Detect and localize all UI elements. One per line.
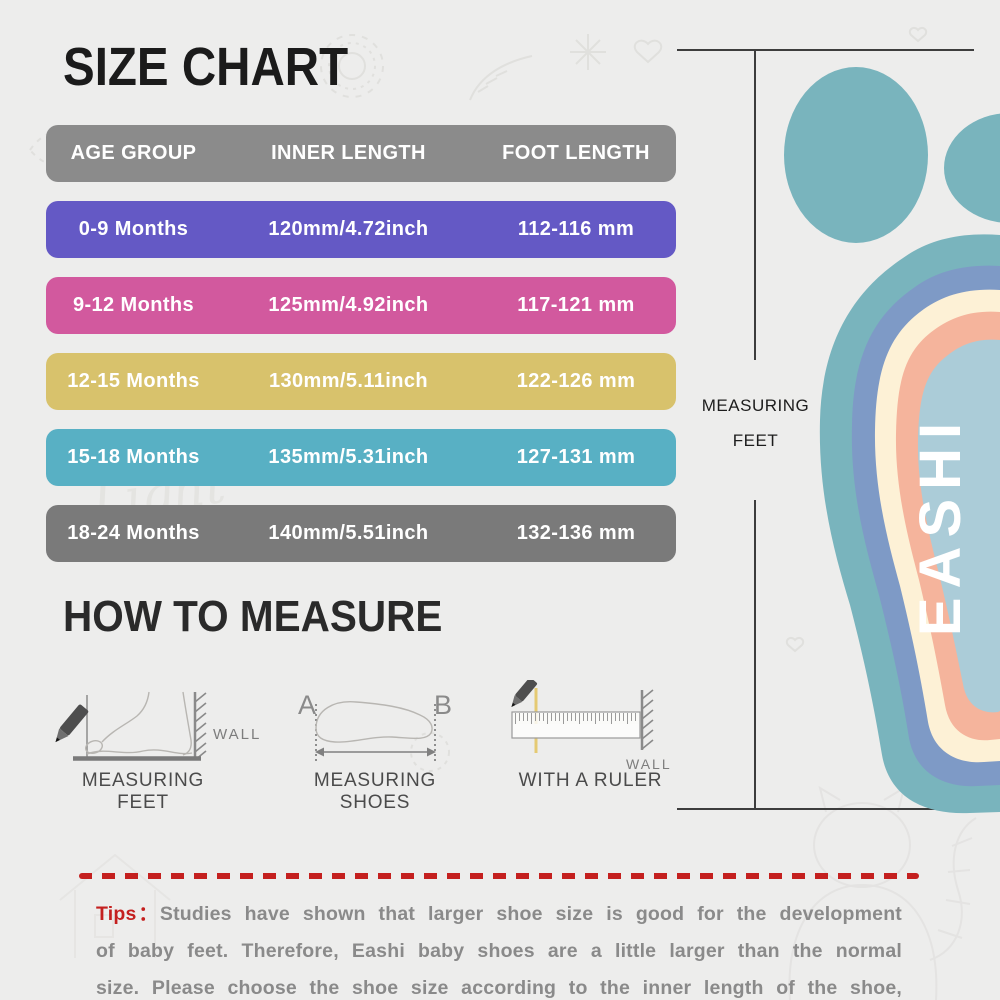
wall-hatch — [194, 692, 207, 761]
caption-line-2: FEET — [732, 431, 779, 450]
foot-layer-inner — [917, 339, 1000, 713]
foot-length-cell: 132-136 mm — [516, 522, 636, 544]
with-a-ruler-diagram: WALL — [511, 680, 672, 772]
with-a-ruler-label: WITH A RULER — [518, 770, 663, 791]
column-header-foot-length: FOOT LENGTH — [502, 142, 650, 164]
measuring-feet-label: MEASURING FEET — [81, 770, 205, 813]
how-to-measure-heading: HOW TO MEASURE — [63, 592, 443, 641]
foot-length-cell: 127-131 mm — [516, 446, 636, 468]
point-b-label: B — [434, 690, 452, 720]
age-cell: 12-15 Months — [67, 370, 200, 392]
column-header-inner-length: INNER LENGTH — [271, 142, 426, 164]
table-row: 18-24 Months 140mm/5.51inch 132-136 mm — [46, 505, 676, 562]
inner-length-cell: 120mm/4.72inch — [268, 218, 429, 240]
measure-line-bottom — [677, 808, 977, 810]
age-cell: 0-9 Months — [78, 218, 189, 240]
shoe-sole-icon — [315, 701, 433, 743]
wall-label: WALL — [626, 756, 672, 772]
measure-line-vertical-lower — [754, 500, 756, 809]
tips-paragraph: Tips：Studies have shown that larger shoe… — [96, 896, 902, 1000]
big-toe-circle — [784, 67, 928, 243]
length-arrow-icon — [315, 747, 436, 757]
red-dashed-divider — [79, 873, 919, 879]
table-row: 12-15 Months 130mm/5.11inch 122-126 mm — [46, 353, 676, 410]
ruler-face — [513, 724, 639, 737]
tips-label: Tips： — [96, 903, 160, 925]
inner-length-cell: 130mm/5.11inch — [268, 370, 429, 392]
table-header-row: AGE GROUP INNER LENGTH FOOT LENGTH — [46, 125, 676, 182]
measure-line-top — [677, 49, 974, 51]
foot-length-cell: 122-126 mm — [516, 370, 636, 392]
measuring-shoes-label: MEASURING SHOES — [313, 770, 437, 813]
foot-length-cell: 112-116 mm — [517, 218, 635, 240]
tips-text: Studies have shown that larger shoe size… — [96, 903, 903, 999]
age-cell: 15-18 Months — [67, 446, 200, 468]
measuring-feet-diagram: WALL — [55, 691, 261, 761]
measure-line-vertical-upper — [754, 50, 756, 360]
size-table: AGE GROUP INNER LENGTH FOOT LENGTH 0-9 M… — [46, 125, 676, 581]
brand-logo-text: EASHI — [908, 414, 973, 636]
table-row: 0-9 Months 120mm/4.72inch 112-116 mm — [46, 201, 676, 258]
inner-length-cell: 135mm/5.31inch — [268, 446, 429, 468]
inner-length-cell: 125mm/4.92inch — [268, 294, 429, 316]
second-toe-circle — [944, 113, 1000, 223]
caption-line-1: MEASURING — [701, 396, 810, 415]
pencil-icon — [55, 704, 89, 743]
age-cell: 18-24 Months — [67, 522, 200, 544]
column-header-age-group: AGE GROUP — [70, 142, 197, 164]
pencil-icon — [511, 680, 538, 707]
page-title: SIZE CHART — [63, 37, 349, 97]
measuring-shoes-diagram: A B — [298, 690, 452, 763]
foot-length-cell: 117-121 mm — [517, 294, 635, 316]
table-row: 15-18 Months 135mm/5.31inch 127-131 mm — [46, 429, 676, 486]
inner-length-cell: 140mm/5.51inch — [268, 522, 429, 544]
footprint-graphic: EASHI — [784, 67, 1000, 814]
point-a-label: A — [298, 690, 316, 720]
wall-hatch — [641, 689, 654, 750]
table-row: 9-12 Months 125mm/4.92inch 117-121 mm — [46, 277, 676, 334]
age-cell: 9-12 Months — [72, 294, 195, 316]
measuring-feet-caption: MEASURING FEET — [678, 396, 833, 451]
foot-outline-icon — [85, 691, 193, 756]
wall-label: WALL — [213, 726, 261, 743]
